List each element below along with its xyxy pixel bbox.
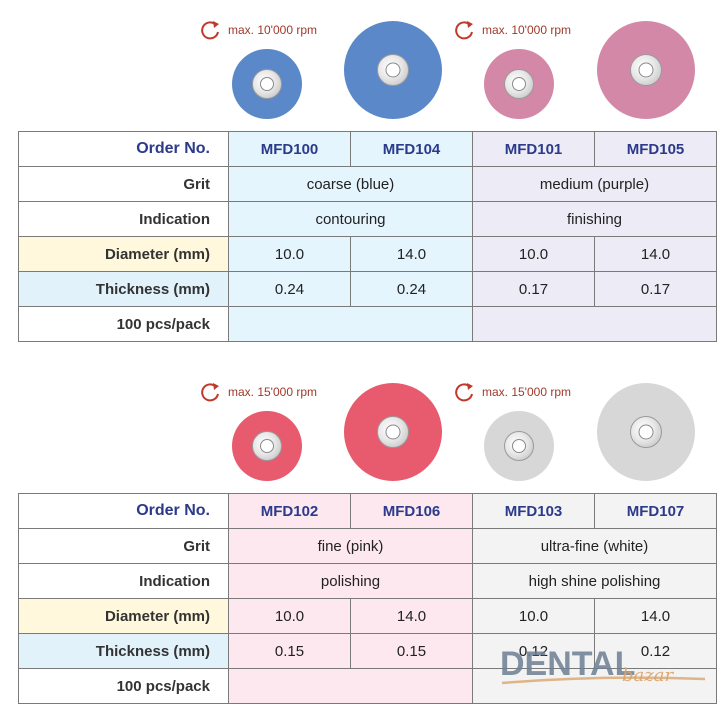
speed-label: max. 10'000 rpm — [482, 23, 571, 37]
diameter-value: 14.0 — [594, 236, 717, 272]
product-section-2: max. 15'000 rpm max. 15'000 rpm Order No… — [0, 362, 728, 704]
diameter-value: 10.0 — [228, 236, 351, 272]
pack-row: 100 pcs/pack — [18, 668, 717, 704]
speed-indicator-left: max. 15'000 rpm — [200, 382, 317, 402]
order-code: MFD100 — [228, 131, 351, 167]
spec-table-2: Order No. MFD102 MFD106 MFD103 MFD107 Gr… — [18, 493, 717, 704]
thickness-value: 0.15 — [228, 633, 351, 669]
indication-value: contouring — [228, 201, 473, 237]
diameter-value: 14.0 — [594, 598, 717, 634]
diameter-value: 10.0 — [472, 598, 595, 634]
thickness-label: Thickness (mm) — [18, 633, 229, 669]
indication-row: Indication polishing high shine polishin… — [18, 563, 717, 599]
diameter-value: 10.0 — [228, 598, 351, 634]
order-code: MFD104 — [350, 131, 473, 167]
indication-label: Indication — [18, 563, 229, 599]
disc-image-mfd101 — [484, 49, 554, 119]
thickness-value: 0.17 — [472, 271, 595, 307]
logo-swoosh-icon — [501, 676, 706, 685]
rotation-arrow-icon — [201, 21, 219, 40]
grit-label: Grit — [18, 166, 229, 202]
disc-image-mfd105 — [597, 21, 695, 119]
disc-image-mfd102 — [232, 411, 302, 481]
pack-label: 100 pcs/pack — [18, 306, 229, 342]
rotation-arrow-icon — [455, 21, 473, 40]
product-section-1: max. 10'000 rpm max. 10'000 rpm Order No… — [0, 0, 728, 342]
dentalbazar-logo: DENTAL bazar — [500, 645, 720, 695]
order-code: MFD105 — [594, 131, 717, 167]
diameter-row: Diameter (mm) 10.0 14.0 10.0 14.0 — [18, 236, 717, 272]
order-code: MFD101 — [472, 131, 595, 167]
indication-label: Indication — [18, 201, 229, 237]
thickness-row: Thickness (mm) 0.24 0.24 0.17 0.17 — [18, 271, 717, 307]
speed-indicator-right: max. 10'000 rpm — [454, 20, 571, 40]
grit-value: medium (purple) — [472, 166, 717, 202]
grit-row: Grit fine (pink) ultra-fine (white) — [18, 528, 717, 564]
pack-value — [472, 306, 717, 342]
diameter-value: 14.0 — [350, 598, 473, 634]
speed-label: max. 15'000 rpm — [228, 385, 317, 399]
order-code: MFD107 — [594, 493, 717, 529]
pack-value — [228, 668, 473, 704]
diameter-label: Diameter (mm) — [18, 236, 229, 272]
thickness-value: 0.17 — [594, 271, 717, 307]
order-label: Order No. — [18, 131, 229, 167]
logo-sub-text: bazar — [622, 665, 674, 686]
spec-table-1: Order No. MFD100 MFD104 MFD101 MFD105 Gr… — [18, 131, 717, 342]
disc-images-row: max. 10'000 rpm max. 10'000 rpm — [0, 0, 728, 131]
speed-label: max. 15'000 rpm — [482, 385, 571, 399]
order-code: MFD103 — [472, 493, 595, 529]
speed-label: max. 10'000 rpm — [228, 23, 317, 37]
grit-value: ultra-fine (white) — [472, 528, 717, 564]
speed-indicator-right: max. 15'000 rpm — [454, 382, 571, 402]
disc-image-mfd104 — [344, 21, 442, 119]
disc-image-mfd100 — [232, 49, 302, 119]
indication-row: Indication contouring finishing — [18, 201, 717, 237]
thickness-value: 0.24 — [350, 271, 473, 307]
order-code: MFD106 — [350, 493, 473, 529]
diameter-row: Diameter (mm) 10.0 14.0 10.0 14.0 — [18, 598, 717, 634]
disc-image-mfd106 — [344, 383, 442, 481]
order-row: Order No. MFD102 MFD106 MFD103 MFD107 — [18, 493, 717, 529]
pack-value — [472, 668, 717, 704]
order-row: Order No. MFD100 MFD104 MFD101 MFD105 — [18, 131, 717, 167]
indication-value: polishing — [228, 563, 473, 599]
indication-value: finishing — [472, 201, 717, 237]
thickness-label: Thickness (mm) — [18, 271, 229, 307]
grit-row: Grit coarse (blue) medium (purple) — [18, 166, 717, 202]
speed-indicator-left: max. 10'000 rpm — [200, 20, 317, 40]
order-code: MFD102 — [228, 493, 351, 529]
thickness-value: 0.24 — [228, 271, 351, 307]
disc-images-row: max. 15'000 rpm max. 15'000 rpm — [0, 362, 728, 493]
order-label: Order No. — [18, 493, 229, 529]
grit-label: Grit — [18, 528, 229, 564]
diameter-value: 14.0 — [350, 236, 473, 272]
diameter-label: Diameter (mm) — [18, 598, 229, 634]
disc-image-mfd103 — [484, 411, 554, 481]
pack-label: 100 pcs/pack — [18, 668, 229, 704]
rotation-arrow-icon — [201, 383, 219, 402]
thickness-value: 0.12 — [472, 633, 595, 669]
rotation-arrow-icon — [455, 383, 473, 402]
indication-value: high shine polishing — [472, 563, 717, 599]
pack-row: 100 pcs/pack — [18, 306, 717, 342]
pack-value — [228, 306, 473, 342]
grit-value: fine (pink) — [228, 528, 473, 564]
diameter-value: 10.0 — [472, 236, 595, 272]
disc-image-mfd107 — [597, 383, 695, 481]
thickness-value: 0.12 — [594, 633, 717, 669]
grit-value: coarse (blue) — [228, 166, 473, 202]
thickness-value: 0.15 — [350, 633, 473, 669]
